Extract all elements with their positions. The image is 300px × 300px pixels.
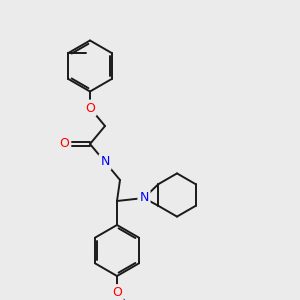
Text: N: N — [139, 191, 149, 205]
Text: O: O — [60, 137, 69, 151]
Text: N: N — [100, 155, 110, 169]
Text: H: H — [103, 154, 112, 165]
Text: O: O — [85, 101, 95, 115]
Text: O: O — [112, 286, 122, 299]
